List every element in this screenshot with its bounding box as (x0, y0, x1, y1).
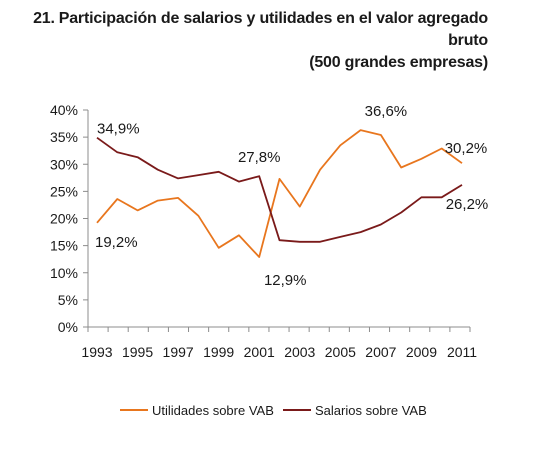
axes: 0% 5% 10% 15% 20% 25% 30% 35% 40% 1993 1995 1997 199… (50, 102, 477, 360)
chart-title: 21. Participación de salarios y utilidade… (30, 8, 488, 74)
data-label: 27,8% (238, 149, 281, 166)
y-tick-label: 15% (50, 238, 78, 254)
x-tick-label: 2001 (244, 344, 275, 360)
data-labels: 34,9% 19,2% 27,8% 12,9% 36,6% 30,2% 26,2% (95, 103, 488, 289)
legend-label: Salarios sobre VAB (315, 403, 427, 418)
x-tick-label: 2005 (325, 344, 356, 360)
data-label: 30,2% (445, 140, 488, 157)
utilidades-line (96, 129, 463, 258)
x-tick-label: 1993 (81, 344, 112, 360)
chart-title-text: Participación de salarios y utilidades e… (58, 10, 488, 49)
y-tick-label: 30% (50, 156, 78, 172)
y-tick-label: 25% (50, 183, 78, 199)
data-label: 19,2% (95, 234, 138, 251)
data-label: 12,9% (264, 272, 307, 289)
data-label: 26,2% (446, 196, 489, 213)
y-tick-label: 0% (58, 319, 78, 335)
y-tick-label: 35% (50, 129, 78, 145)
x-tick-label: 1997 (163, 344, 194, 360)
salarios-line (96, 136, 463, 243)
x-tick-label: 2007 (365, 344, 396, 360)
x-tick-label: 1999 (203, 344, 234, 360)
data-label: 34,9% (97, 121, 140, 138)
series-lines (96, 129, 463, 258)
legend: Utilidades sobre VAB Salarios sobre VAB (120, 403, 427, 418)
x-tick-label: 2009 (406, 344, 437, 360)
y-tick-label: 10% (50, 265, 78, 281)
data-label: 36,6% (365, 103, 408, 120)
legend-label: Utilidades sobre VAB (152, 403, 274, 418)
chart-title-line1: 21. Participación de salarios y utilidade… (30, 8, 488, 52)
x-tick-label: 2011 (447, 344, 477, 360)
y-tick-label: 20% (50, 211, 78, 227)
y-tick-label: 40% (50, 102, 78, 118)
chart-subtitle: (500 grandes empresas) (309, 54, 488, 71)
y-tick-label: 5% (58, 292, 78, 308)
x-tick-label: 2003 (284, 344, 315, 360)
chart-number: 21. (33, 10, 55, 27)
x-tick-label: 1995 (122, 344, 153, 360)
